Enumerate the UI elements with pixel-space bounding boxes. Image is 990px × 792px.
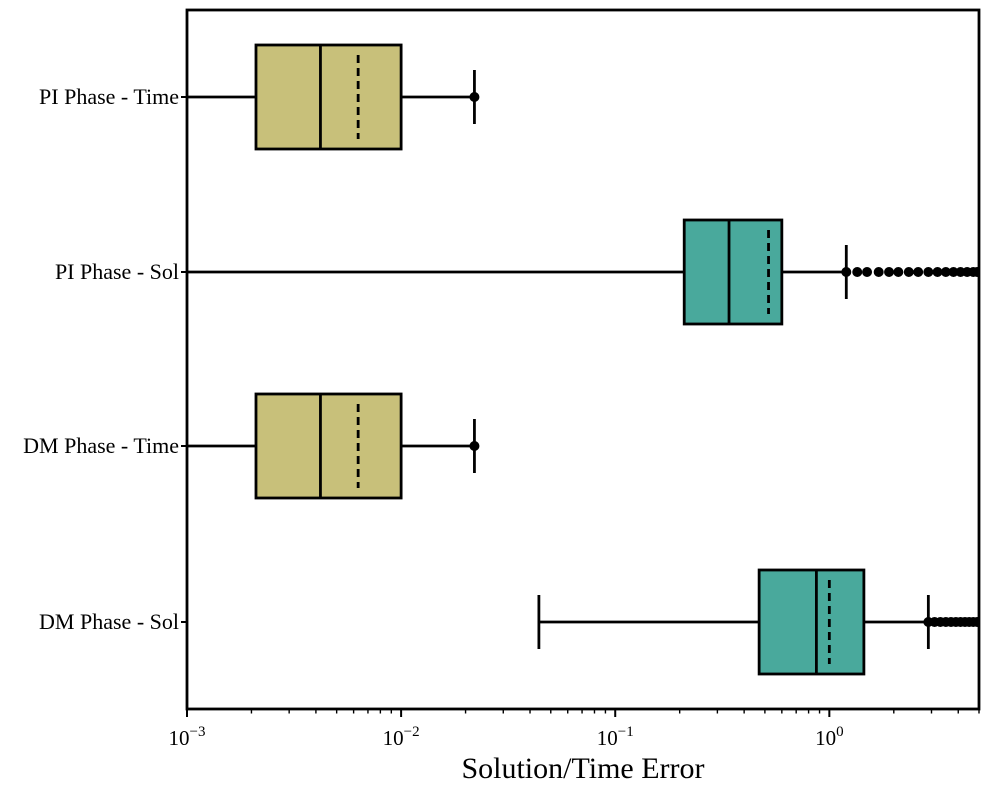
box [682,218,784,326]
box-group [187,392,480,500]
flier-point [852,267,863,277]
y-tick-label: PI Phase - Time [39,84,179,109]
flier-point [469,92,480,102]
box [254,43,403,151]
flier-point [940,267,951,277]
y-tick-label: DM Phase - Sol [39,609,179,634]
plot-frame [185,8,981,711]
flier-point [893,267,904,277]
flier-point [972,267,979,277]
flier-point [841,267,852,277]
x-tick-label: 10−2 [383,724,420,750]
x-axis-title: Solution/Time Error [461,752,704,785]
flier-point [884,267,895,277]
x-tick-label: 100 [815,724,844,750]
flier-point [862,267,873,277]
plot-area [187,43,979,676]
box-group [187,43,480,151]
boxes [187,43,979,676]
flier-point [972,617,979,627]
x-tick-label: 10−3 [169,724,206,750]
box-group [187,218,979,326]
flier-point [873,267,884,277]
flier-point [469,441,480,451]
flier-point [923,267,934,277]
y-tick-label: PI Phase - Sol [55,259,179,284]
y-tick-label: DM Phase - Time [23,433,179,458]
box [254,392,403,500]
flier-point [948,267,959,277]
flier-point [932,267,943,277]
flier-point [903,267,914,277]
axes: PI Phase - Time PI Phase - Sol DM Phase - … [23,8,981,750]
flier-point [913,267,924,277]
box [757,568,866,676]
box-group [537,568,979,676]
x-tick-label: 10−1 [597,724,634,750]
